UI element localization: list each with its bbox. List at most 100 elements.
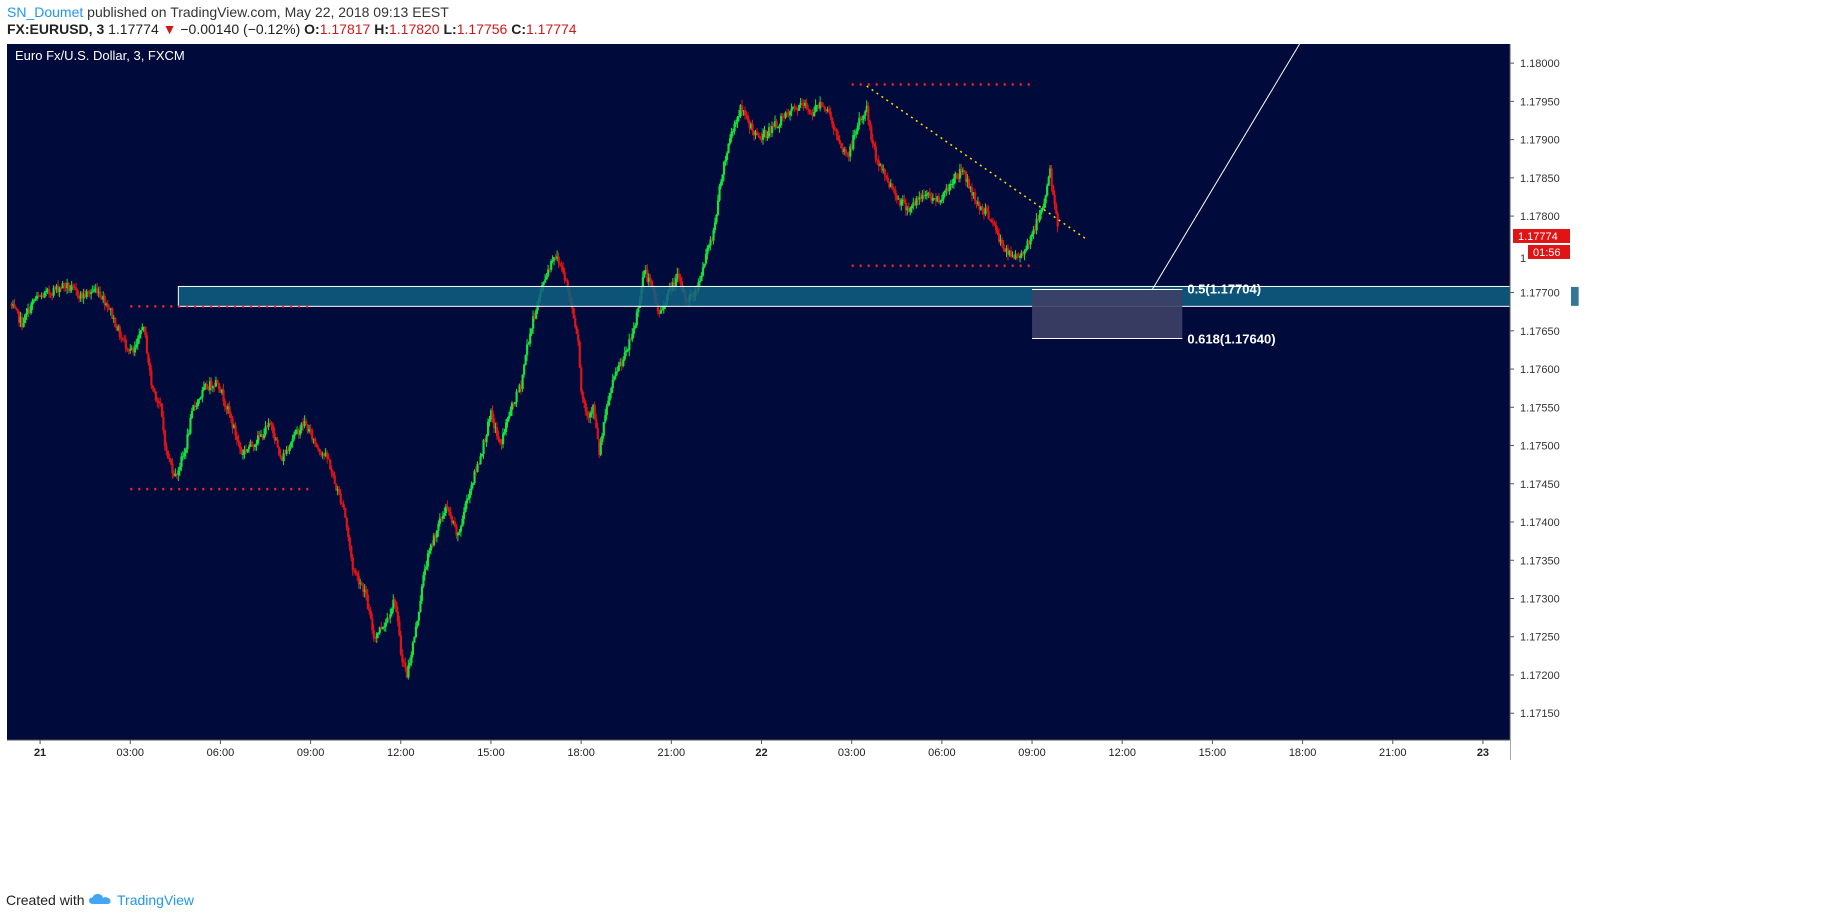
candle-body: [168, 457, 171, 460]
candle-body: [862, 115, 865, 119]
x-tick-label: 03:00: [116, 747, 144, 759]
candle-body: [39, 295, 42, 297]
candle-body: [213, 386, 216, 388]
candle-body: [984, 207, 987, 215]
candle-body: [318, 449, 321, 453]
candle-body: [462, 511, 466, 519]
candle-body: [138, 334, 141, 339]
countdown-label: 01:56: [1533, 247, 1561, 259]
candle-body: [1034, 229, 1037, 231]
candle-body: [27, 308, 30, 313]
candle-body: [55, 285, 58, 290]
candle-body: [610, 388, 613, 393]
candle-body: [441, 515, 445, 519]
candle-body: [231, 418, 234, 428]
candle-body: [18, 311, 21, 323]
candle-body: [1028, 240, 1031, 245]
candle-body: [981, 206, 984, 210]
candle-body: [73, 286, 76, 289]
candle-body: [503, 432, 506, 434]
candle-body: [410, 654, 413, 664]
x-tick-label: 21:00: [658, 747, 686, 759]
candle-body: [1056, 213, 1059, 227]
candle-body: [365, 589, 368, 595]
price-chart[interactable]: 0.5(1.17704) 0.618(1.17640) Euro Fx/U.S. D…: [7, 43, 1824, 880]
candle-body: [363, 589, 366, 592]
candle-body: [707, 245, 711, 248]
candle-body: [205, 383, 209, 390]
candle-body: [60, 287, 63, 289]
candle-body: [559, 263, 562, 265]
y-tick-label: 1.17850: [1520, 173, 1560, 185]
candle-body: [320, 452, 323, 455]
candle-body: [112, 317, 115, 319]
candle-body: [979, 206, 983, 210]
candle-body: [523, 365, 526, 375]
candle-body: [329, 459, 332, 470]
candle-body: [679, 277, 682, 282]
candle-body: [861, 118, 864, 120]
candle-body: [84, 294, 87, 298]
candle-body: [781, 115, 784, 117]
x-tick-label: 21: [34, 747, 46, 759]
candle-body: [504, 422, 508, 433]
candle-body: [903, 199, 906, 203]
candle-body: [405, 667, 408, 678]
candle-body: [88, 291, 91, 294]
candle-body: [948, 184, 951, 192]
last-price: 1.17774: [108, 21, 159, 37]
candle-body: [801, 102, 804, 105]
candle-body: [565, 280, 568, 282]
candle-body: [710, 239, 714, 241]
candle-body: [285, 449, 288, 454]
candle-body: [228, 406, 231, 414]
candle-body: [927, 192, 930, 195]
candle-body: [919, 197, 923, 199]
candle-body: [33, 299, 36, 301]
y-tick-label: 1.17500: [1520, 441, 1560, 453]
candle-body: [419, 601, 422, 612]
candle-body: [1029, 236, 1032, 245]
candle-body: [63, 283, 66, 286]
candle-body: [885, 175, 888, 178]
candle-body: [991, 222, 995, 224]
candle-body: [676, 273, 679, 279]
candle-body: [517, 391, 520, 393]
candle-body: [434, 535, 437, 538]
candle-body: [838, 139, 841, 144]
low-value: 1.17756: [456, 21, 508, 37]
candle-body: [514, 402, 517, 404]
candle-body: [189, 418, 192, 434]
author-link[interactable]: SN_Doumet: [7, 4, 84, 20]
candle-body: [282, 453, 285, 462]
candle-body: [28, 308, 31, 314]
candle-body: [417, 611, 421, 621]
candle-body: [1037, 218, 1040, 221]
candle-body: [969, 187, 972, 189]
candle-body: [452, 521, 455, 523]
candle-body: [734, 122, 738, 124]
candle-body: [987, 210, 990, 220]
candle-body: [535, 310, 538, 319]
candle-body: [882, 169, 885, 171]
candle-body: [619, 362, 622, 366]
candle-body: [844, 149, 847, 153]
candle-body: [500, 442, 503, 445]
candle-body: [512, 402, 515, 404]
candle-body: [372, 630, 375, 638]
candle-body: [85, 291, 88, 298]
candle-body: [509, 409, 512, 417]
candle-body: [757, 133, 760, 137]
chart-container[interactable]: 0.5(1.17704) 0.618(1.17640) Euro Fx/U.S. D…: [7, 43, 1824, 880]
tradingview-link[interactable]: TradingView: [117, 892, 195, 908]
candle-body: [187, 433, 191, 435]
tradingview-cloud-icon[interactable]: [88, 892, 112, 906]
candle-body: [278, 447, 281, 455]
candle-body: [425, 566, 428, 570]
candle-body: [1025, 248, 1028, 251]
candle-body: [13, 304, 16, 308]
candle-body: [172, 472, 176, 476]
last-price-label: 1.17774: [1518, 231, 1558, 243]
candle-body: [216, 380, 219, 384]
candle-body: [81, 292, 84, 299]
